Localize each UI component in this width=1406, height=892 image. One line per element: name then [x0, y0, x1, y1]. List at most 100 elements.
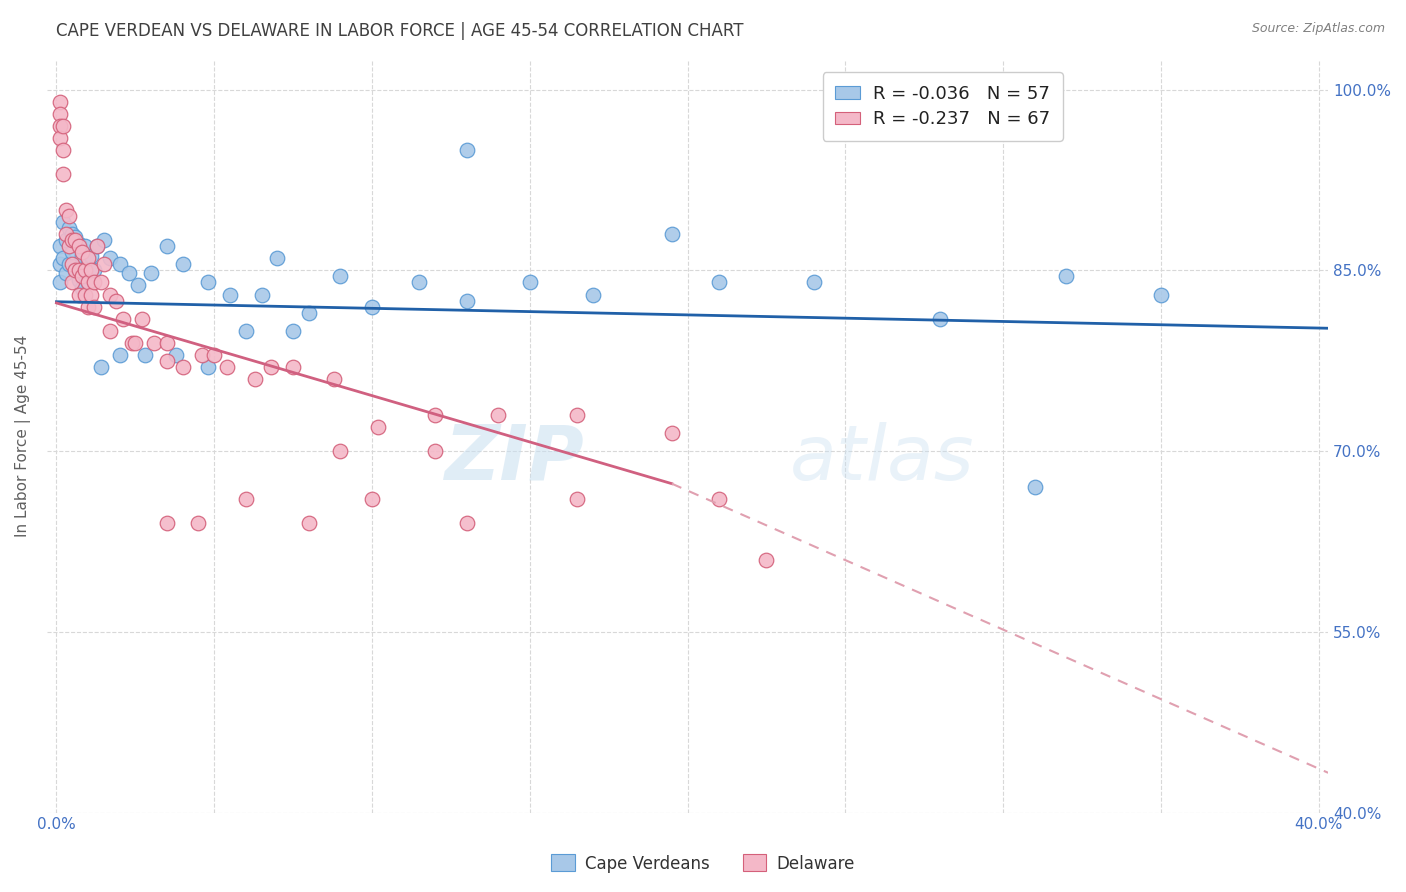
Point: [86, 239, 108, 253]
Point: [86, 239, 108, 253]
Point: [58, 257, 80, 271]
Point: [1150, 287, 1173, 301]
Point: [323, 372, 346, 386]
Point: [48, 276, 70, 290]
Point: [77, 276, 100, 290]
Point: [197, 359, 219, 374]
Point: [93, 257, 115, 271]
Point: [48, 107, 70, 121]
Point: [707, 276, 730, 290]
Point: [486, 408, 509, 422]
Point: [52, 119, 75, 133]
Point: [67, 263, 90, 277]
Point: [65, 229, 87, 244]
Point: [707, 492, 730, 507]
Point: [755, 552, 778, 566]
Y-axis label: In Labor Force | Age 45-54: In Labor Force | Age 45-54: [15, 334, 31, 537]
Point: [156, 239, 179, 253]
Point: [93, 233, 115, 247]
Point: [58, 221, 80, 235]
Point: [70, 269, 93, 284]
Point: [83, 276, 105, 290]
Point: [1054, 269, 1077, 284]
Point: [245, 372, 267, 386]
Point: [98, 252, 121, 266]
Point: [121, 335, 143, 350]
Point: [298, 305, 321, 319]
Point: [111, 311, 134, 326]
Point: [55, 227, 77, 242]
Point: [58, 239, 80, 253]
Point: [67, 236, 90, 251]
Point: [73, 263, 96, 277]
Point: [77, 253, 100, 268]
Point: [65, 233, 87, 247]
Point: [83, 263, 105, 277]
Point: [90, 359, 112, 374]
Point: [423, 444, 446, 458]
Point: [156, 516, 179, 531]
Point: [70, 249, 93, 263]
Text: ZIP: ZIP: [446, 422, 585, 496]
Point: [52, 143, 75, 157]
Text: atlas: atlas: [790, 422, 974, 496]
Point: [408, 276, 430, 290]
Point: [90, 276, 112, 290]
Point: [143, 335, 166, 350]
Point: [172, 359, 194, 374]
Point: [661, 425, 683, 440]
Point: [48, 95, 70, 109]
Point: [108, 348, 131, 362]
Point: [456, 293, 478, 308]
Point: [456, 143, 478, 157]
Point: [77, 300, 100, 314]
Point: [98, 287, 121, 301]
Point: [52, 215, 75, 229]
Text: CAPE VERDEAN VS DELAWARE IN LABOR FORCE | AGE 45-54 CORRELATION CHART: CAPE VERDEAN VS DELAWARE IN LABOR FORCE …: [56, 22, 744, 40]
Point: [329, 444, 352, 458]
Point: [80, 263, 103, 277]
Point: [131, 311, 153, 326]
Point: [118, 266, 141, 280]
Point: [127, 277, 149, 292]
Point: [197, 276, 219, 290]
Point: [165, 348, 187, 362]
Point: [361, 492, 384, 507]
Point: [52, 252, 75, 266]
Point: [124, 335, 146, 350]
Point: [73, 239, 96, 253]
Point: [172, 257, 194, 271]
Point: [456, 516, 478, 531]
Point: [77, 276, 100, 290]
Point: [73, 287, 96, 301]
Point: [298, 516, 321, 531]
Point: [60, 276, 83, 290]
Point: [60, 227, 83, 242]
Legend: Cape Verdeans, Delaware: Cape Verdeans, Delaware: [544, 847, 862, 880]
Point: [235, 324, 257, 338]
Point: [67, 273, 90, 287]
Point: [48, 257, 70, 271]
Point: [55, 203, 77, 218]
Text: Source: ZipAtlas.com: Source: ZipAtlas.com: [1251, 22, 1385, 36]
Point: [55, 266, 77, 280]
Point: [55, 233, 77, 247]
Point: [582, 287, 605, 301]
Point: [329, 269, 352, 284]
Point: [281, 324, 304, 338]
Point: [250, 287, 273, 301]
Point: [67, 287, 90, 301]
Point: [80, 249, 103, 263]
Point: [80, 287, 103, 301]
Point: [70, 245, 93, 260]
Point: [48, 131, 70, 145]
Point: [65, 263, 87, 277]
Point: [565, 492, 588, 507]
Point: [803, 276, 825, 290]
Point: [134, 348, 156, 362]
Point: [48, 239, 70, 253]
Point: [65, 263, 87, 277]
Point: [70, 281, 93, 295]
Point: [60, 245, 83, 260]
Point: [98, 324, 121, 338]
